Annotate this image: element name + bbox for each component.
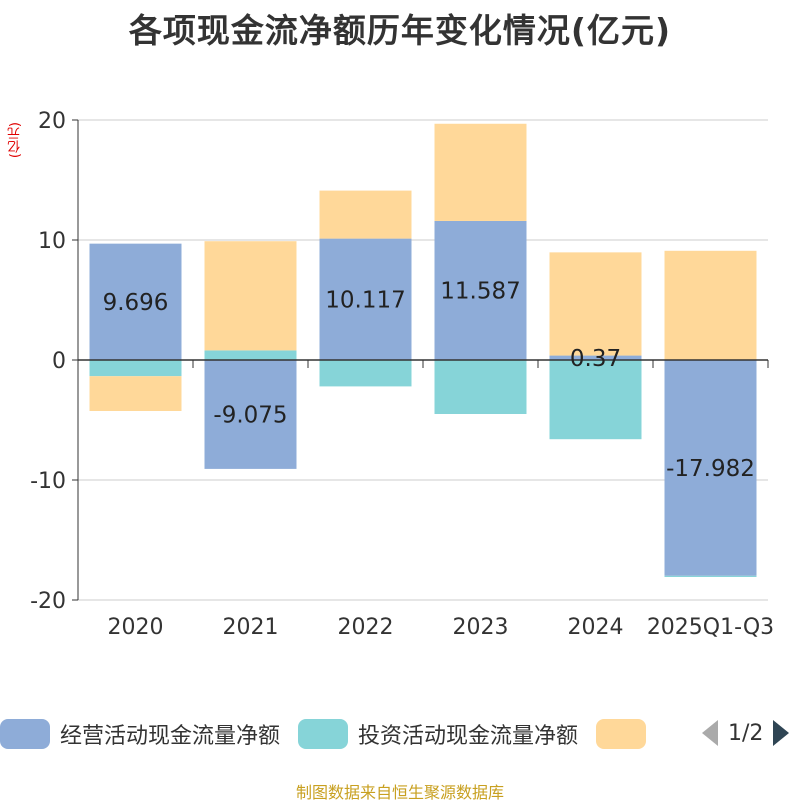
prev-page-icon[interactable] <box>700 718 720 748</box>
legend-page-indicator: 1/2 <box>728 720 764 746</box>
x-tick-label: 2023 <box>453 615 509 640</box>
legend-label-investing: 投资活动现金流量净额 <box>358 724 579 749</box>
data-label: -17.982 <box>666 456 755 482</box>
bar-2025Q1-Q3-series-1 <box>664 575 757 577</box>
bar-2024-series-2 <box>549 252 642 356</box>
bar-2022-series-1 <box>319 360 412 387</box>
legend-item-operating[interactable]: 经营活动现金流量净额 <box>0 718 280 750</box>
legend-label-operating: 经营活动现金流量净额 <box>60 724 281 749</box>
bar-2020-series-2 <box>89 376 182 411</box>
x-tick-label: 2025Q1-Q3 <box>647 615 774 640</box>
y-tick-label: -10 <box>30 469 66 494</box>
bar-2021-series-0 <box>204 360 297 469</box>
bar-2022-series-0 <box>319 238 412 360</box>
bar-2025Q1-Q3-series-0 <box>664 360 757 576</box>
bar-2023-series-0 <box>434 220 527 360</box>
bar-2024-series-0 <box>549 355 642 360</box>
data-labels: 9.696 -9.075 10.117 11.587 0.37 -17.982 <box>103 278 755 481</box>
data-label: -9.075 <box>213 402 287 428</box>
data-source-note: 制图数据来自恒生聚源数据库 <box>295 783 504 802</box>
bar-2023-series-2 <box>434 123 527 221</box>
y-tick-label: 0 <box>52 349 66 374</box>
data-label: 10.117 <box>325 287 405 313</box>
legend-swatch-operating <box>0 719 50 749</box>
bars <box>89 123 757 577</box>
data-label: 9.696 <box>103 290 169 316</box>
axes: 20 10 0 -10 -20 2020 2021 2022 2023 2024 2025Q1-Q3 <box>30 109 774 640</box>
y-tick-label: 20 <box>38 109 66 134</box>
bar-2020-series-1 <box>89 360 182 377</box>
data-label: 11.587 <box>440 278 520 304</box>
x-tick-label: 2024 <box>568 615 624 640</box>
legend-item-investing[interactable]: 投资活动现金流量净额 <box>298 718 578 750</box>
y-tick-label: 10 <box>38 229 66 254</box>
x-tick-label: 2020 <box>108 615 164 640</box>
next-page-icon[interactable] <box>771 718 791 748</box>
gridlines <box>78 119 768 601</box>
legend-swatch-financing <box>596 719 647 749</box>
chart-title: 各项现金流净额历年变化情况(亿元) <box>128 11 672 50</box>
legend: 经营活动现金流量净额 投资活动现金流量净额 <box>0 716 674 752</box>
bar-2021-series-1 <box>204 350 297 360</box>
bar-2023-series-1 <box>434 360 527 414</box>
bar-2020-series-0 <box>89 243 182 360</box>
y-tick-label: -20 <box>30 589 66 614</box>
bar-2022-series-2 <box>319 190 412 239</box>
legend-pager: 1/2 <box>700 718 791 748</box>
bar-2024-series-1 <box>549 360 642 440</box>
legend-item-financing[interactable] <box>596 719 656 749</box>
x-tick-label: 2022 <box>338 615 394 640</box>
data-label: 0.37 <box>570 346 621 372</box>
bar-2025Q1-Q3-series-2 <box>664 250 757 360</box>
x-tick-label: 2021 <box>223 615 279 640</box>
chart-plot: 20 10 0 -10 -20 2020 2021 2022 2023 2024 2025Q1-Q3… <box>30 109 774 640</box>
legend-swatch-investing <box>298 719 349 749</box>
bar-2021-series-2 <box>204 241 297 351</box>
